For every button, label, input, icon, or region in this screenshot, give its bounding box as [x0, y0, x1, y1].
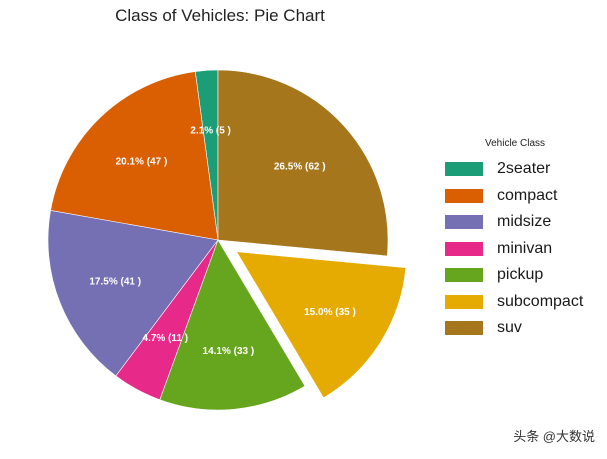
- legend: Vehicle Class 2seater compact midsize miniv…: [445, 138, 595, 342]
- legend-swatch: [445, 321, 483, 336]
- legend-item-suv: suv: [445, 315, 595, 342]
- pie-slice-compact: [50, 71, 219, 241]
- pie-label-midsize: 17.5% (41 ): [89, 277, 141, 288]
- pie-label-suv: 26.5% (62 ): [274, 162, 326, 173]
- legend-item-subcompact: subcompact: [445, 289, 595, 316]
- legend-swatch: [445, 215, 483, 230]
- pie-slice-suv: [217, 69, 389, 257]
- pie-label-subcompact: 15.0% (35 ): [304, 307, 356, 318]
- watermark: 头条 @大数说: [513, 429, 595, 444]
- legend-label: pickup: [497, 266, 544, 284]
- legend-label: compact: [497, 186, 558, 204]
- legend-swatch: [445, 294, 483, 309]
- legend-label: suv: [497, 319, 522, 337]
- legend-label: 2seater: [497, 160, 551, 178]
- pie-label-pickup: 14.1% (33 ): [203, 346, 255, 357]
- pie-label-compact: 20.1% (47 ): [116, 156, 168, 167]
- pie-svg: 2.1% (5 ) 20.1% (47 ) 17.5% (41 ) 4.7% (11 …: [47, 69, 407, 411]
- legend-swatch: [445, 162, 483, 177]
- chart-title: Class of Vehicles: Pie Chart: [115, 6, 325, 25]
- legend-label: midsize: [497, 213, 552, 231]
- legend-item-midsize: midsize: [445, 209, 595, 236]
- pie-slice-subcompact: [236, 251, 407, 399]
- legend-label: subcompact: [497, 292, 584, 310]
- pie-slice-pickup: [159, 239, 306, 411]
- legend-item-2seater: 2seater: [445, 156, 595, 183]
- pie-labels: 2.1% (5 ) 20.1% (47 ) 17.5% (41 ) 4.7% (11 …: [89, 126, 355, 357]
- legend-rows: 2seater compact midsize minivan pickup subcom…: [445, 156, 595, 342]
- pie-slice-midsize: [47, 210, 219, 377]
- legend-label: minivan: [497, 239, 553, 257]
- pie-label-minivan: 4.7% (11 ): [143, 333, 189, 344]
- legend-swatch: [445, 241, 483, 256]
- legend-item-pickup: pickup: [445, 262, 595, 289]
- legend-swatch: [445, 268, 483, 283]
- pie-label-2seater: 2.1% (5 ): [190, 126, 231, 137]
- legend-swatch: [445, 188, 483, 203]
- legend-item-compact: compact: [445, 183, 595, 210]
- legend-title: Vehicle Class: [485, 138, 546, 149]
- pie-slices: [47, 69, 407, 411]
- legend-item-minivan: minivan: [445, 236, 595, 263]
